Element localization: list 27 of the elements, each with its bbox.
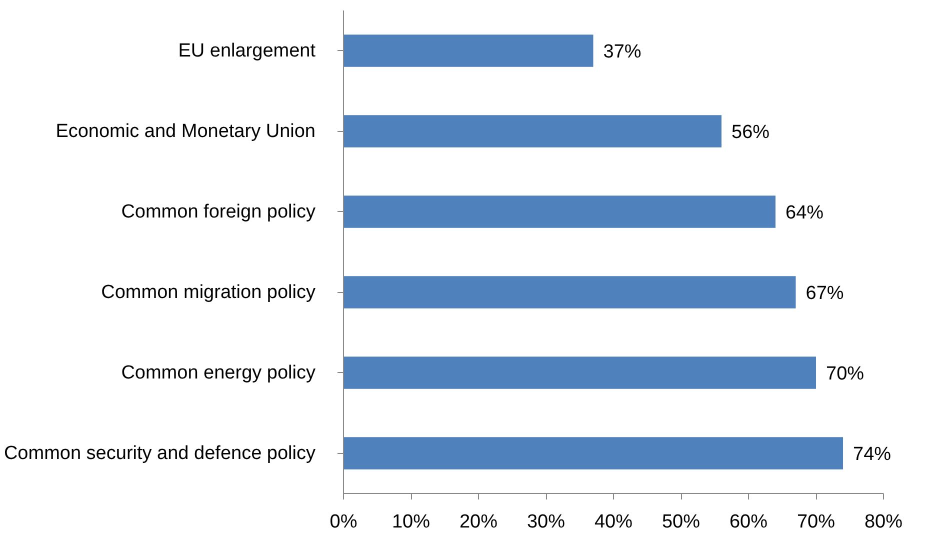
data-label: 56% bbox=[732, 122, 770, 143]
x-tick-label: 20% bbox=[459, 512, 498, 532]
y-tick-label: Economic and Monetary Union bbox=[56, 120, 316, 142]
bar bbox=[344, 196, 776, 228]
data-label: 64% bbox=[786, 202, 824, 224]
data-label: 74% bbox=[853, 444, 892, 465]
x-tick-label: 60% bbox=[729, 512, 768, 532]
x-tick-label: 40% bbox=[594, 512, 633, 532]
x-tick-label: 10% bbox=[392, 512, 430, 532]
x-tick-label: 0% bbox=[330, 512, 358, 532]
x-tick-label: 70% bbox=[796, 512, 836, 532]
bar bbox=[344, 437, 843, 470]
bar bbox=[344, 115, 722, 148]
bar bbox=[344, 356, 816, 389]
y-tick-label: Common energy policy bbox=[121, 362, 316, 384]
x-tick-label: 80% bbox=[864, 512, 903, 532]
x-tick-label: 50% bbox=[662, 512, 700, 532]
data-label: 37% bbox=[603, 41, 642, 62]
data-label: 67% bbox=[806, 282, 844, 304]
y-tick-label: EU enlargement bbox=[178, 40, 316, 62]
y-tick-label: Common migration policy bbox=[101, 282, 316, 303]
y-tick-label: Common foreign policy bbox=[121, 201, 316, 222]
x-tick-label: 30% bbox=[526, 512, 566, 532]
y-tick-label: Common security and defence policy bbox=[4, 442, 316, 464]
bar bbox=[344, 34, 594, 67]
data-label: 70% bbox=[826, 363, 864, 384]
bar bbox=[344, 276, 796, 308]
